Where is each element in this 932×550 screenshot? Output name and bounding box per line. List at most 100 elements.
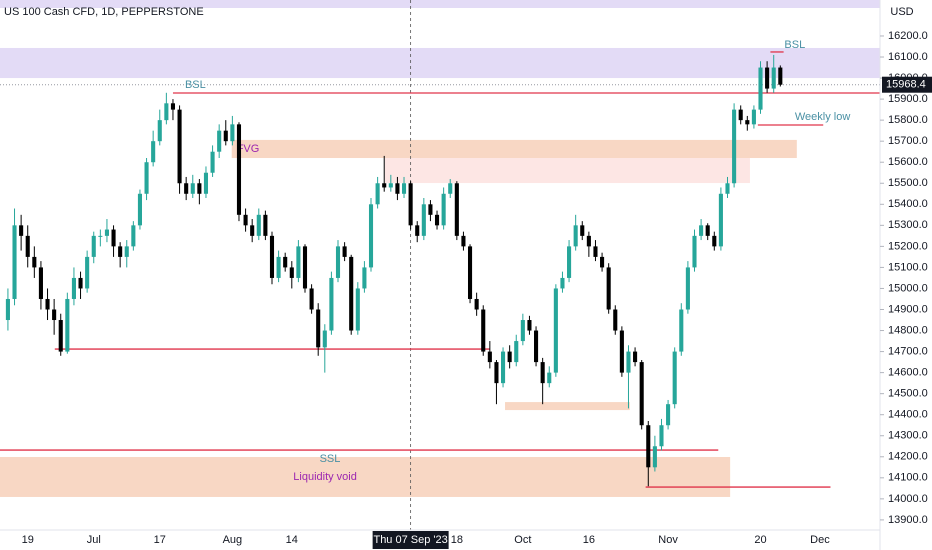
candle-body xyxy=(527,320,532,331)
candle-body xyxy=(388,183,393,188)
candle-body xyxy=(500,351,506,384)
candle-body xyxy=(151,141,156,163)
candle-body xyxy=(104,229,109,236)
zone xyxy=(384,158,750,184)
y-tick-label: 15300.0 xyxy=(888,219,928,231)
candle-body xyxy=(164,103,169,121)
candle-body xyxy=(184,183,189,194)
candle-body xyxy=(487,351,492,363)
candle-body xyxy=(553,288,558,373)
candle-body xyxy=(302,246,308,289)
candle-body xyxy=(547,372,552,384)
candle-body xyxy=(58,320,63,352)
x-tick-label: 14 xyxy=(286,534,298,546)
candle-body xyxy=(606,267,611,310)
plot-area: FVG Liquidity void BSL BSL Weekly low SSL xyxy=(0,0,880,530)
candle-body xyxy=(269,235,275,278)
y-tick-label: 15400.0 xyxy=(888,198,928,210)
candle-body xyxy=(672,351,677,405)
candle-body xyxy=(38,267,43,299)
candle-body xyxy=(593,246,598,257)
candle-body xyxy=(250,225,255,236)
y-tick-label: 16200.0 xyxy=(888,30,928,42)
candle-body xyxy=(481,309,486,352)
candle-body xyxy=(441,193,446,226)
candle-body xyxy=(170,103,176,110)
candle-body xyxy=(25,235,30,257)
candle-body xyxy=(448,183,453,194)
candle-body xyxy=(283,256,288,268)
y-tick-label: 14600.0 xyxy=(888,367,928,379)
candle-body xyxy=(118,246,123,257)
candle-body xyxy=(540,362,545,384)
candle-body xyxy=(296,246,301,278)
candle-body xyxy=(256,214,261,236)
candle-body xyxy=(263,214,268,236)
y-tick-label: 15700.0 xyxy=(888,135,928,147)
candle-body xyxy=(243,214,248,226)
candle-body xyxy=(560,277,565,289)
x-tick-label: 20 xyxy=(754,534,766,546)
candle-body xyxy=(210,151,215,173)
candle-body xyxy=(12,225,17,299)
y-tick-label: 15800.0 xyxy=(888,114,928,126)
candle-body xyxy=(157,120,162,142)
candle-body xyxy=(705,225,710,236)
candle-body xyxy=(368,204,374,268)
candle-body xyxy=(507,351,512,363)
candle-body xyxy=(137,193,143,226)
candle-body xyxy=(85,256,90,289)
y-tick-label: 14700.0 xyxy=(888,345,928,357)
x-tick-label: Oct xyxy=(514,534,531,546)
chart-title: US 100 Cash CFD, 1D, PEPPERSTONE xyxy=(4,6,204,18)
y-tick-label: 14100.0 xyxy=(888,472,928,484)
candle-body xyxy=(771,67,776,89)
candle-body xyxy=(679,309,684,352)
candle-body xyxy=(751,109,756,125)
candle-body xyxy=(745,120,750,125)
candle-body xyxy=(52,309,57,321)
candle-body xyxy=(613,309,618,331)
candle-body xyxy=(461,235,466,247)
candle-body xyxy=(520,320,525,342)
zone xyxy=(0,0,880,8)
y-tick-label: 15900.0 xyxy=(888,93,928,105)
candle-body xyxy=(111,229,116,247)
candle-body xyxy=(428,204,433,215)
candle-body xyxy=(78,277,83,289)
y-tick-label: 15000.0 xyxy=(888,282,928,294)
candle-body xyxy=(395,183,400,194)
y-tick-label: 14900.0 xyxy=(888,303,928,315)
candle-body xyxy=(329,277,334,331)
candle-body xyxy=(382,183,387,188)
candle-body xyxy=(619,330,624,373)
candle-body xyxy=(230,124,235,142)
zone-label: FVG xyxy=(237,143,260,155)
candle-body xyxy=(322,330,327,348)
candle-body xyxy=(639,362,644,426)
y-tick-label: 14200.0 xyxy=(888,451,928,463)
candle-body xyxy=(98,235,103,237)
current-price-label: 15968.4 xyxy=(886,79,926,91)
candle-body xyxy=(580,225,585,236)
candle-body xyxy=(190,183,195,194)
zone xyxy=(505,402,630,411)
crosshair-label: Thu 07 Sep '23 xyxy=(373,534,447,546)
x-tick-label: Dec xyxy=(810,534,830,546)
zone xyxy=(231,139,797,159)
candle-body xyxy=(666,404,671,426)
candle-body xyxy=(467,246,473,299)
y-tick-label: 14400.0 xyxy=(888,409,928,421)
y-tick-label: 16100.0 xyxy=(888,51,928,63)
candle-body xyxy=(725,183,730,194)
candle-body xyxy=(349,256,354,331)
y-tick-label: 15500.0 xyxy=(888,177,928,189)
candle-body xyxy=(19,225,24,236)
candle-body xyxy=(65,298,70,352)
candle-body xyxy=(91,235,96,257)
x-tick-label: 17 xyxy=(154,534,166,546)
y-tick-label: 15100.0 xyxy=(888,261,928,273)
candle-body xyxy=(626,351,631,373)
candle-body xyxy=(646,425,651,468)
x-tick-label: 16 xyxy=(583,534,595,546)
